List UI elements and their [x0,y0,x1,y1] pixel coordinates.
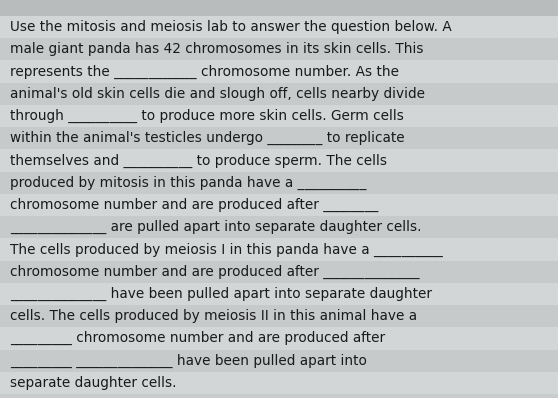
Bar [0,149,558,172]
Bar [0,283,558,305]
Text: ______________ are pulled apart into separate daughter cells.: ______________ are pulled apart into sep… [10,220,421,234]
Text: The cells produced by meiosis I in this panda have a __________: The cells produced by meiosis I in this … [10,242,443,257]
Bar [0,238,558,261]
Bar [0,394,558,398]
Bar [0,194,558,216]
Bar [0,372,558,394]
Bar [0,38,558,60]
Bar [0,172,558,194]
Bar [0,216,558,238]
Text: cells. The cells produced by meiosis II in this animal have a: cells. The cells produced by meiosis II … [10,309,417,323]
Text: _________ ______________ have been pulled apart into: _________ ______________ have been pulle… [10,353,367,368]
Text: chromosome number and are produced after ______________: chromosome number and are produced after… [10,265,420,279]
Text: produced by mitosis in this panda have a __________: produced by mitosis in this panda have a… [10,176,367,190]
Bar [0,349,558,372]
Text: ______________ have been pulled apart into separate daughter: ______________ have been pulled apart in… [10,287,432,301]
Text: _________ chromosome number and are produced after: _________ chromosome number and are prod… [10,332,385,345]
Text: separate daughter cells.: separate daughter cells. [10,376,176,390]
Bar [0,16,558,38]
Text: through __________ to produce more skin cells. Germ cells: through __________ to produce more skin … [10,109,404,123]
Text: animal's old skin cells die and slough off, cells nearby divide: animal's old skin cells die and slough o… [10,87,425,101]
Text: chromosome number and are produced after ________: chromosome number and are produced after… [10,198,378,212]
Bar [0,327,558,349]
Bar [0,261,558,283]
Bar [0,0,558,16]
Text: themselves and __________ to produce sperm. The cells: themselves and __________ to produce spe… [10,153,387,168]
Text: within the animal's testicles undergo ________ to replicate: within the animal's testicles undergo __… [10,131,405,145]
Text: represents the ____________ chromosome number. As the: represents the ____________ chromosome n… [10,64,399,78]
Bar [0,305,558,327]
Bar [0,127,558,149]
Bar [0,105,558,127]
Text: Use the mitosis and meiosis lab to answer the question below. A: Use the mitosis and meiosis lab to answe… [10,20,452,34]
Bar [0,60,558,83]
Text: male giant panda has 42 chromosomes in its skin cells. This: male giant panda has 42 chromosomes in i… [10,42,424,56]
Bar [0,83,558,105]
